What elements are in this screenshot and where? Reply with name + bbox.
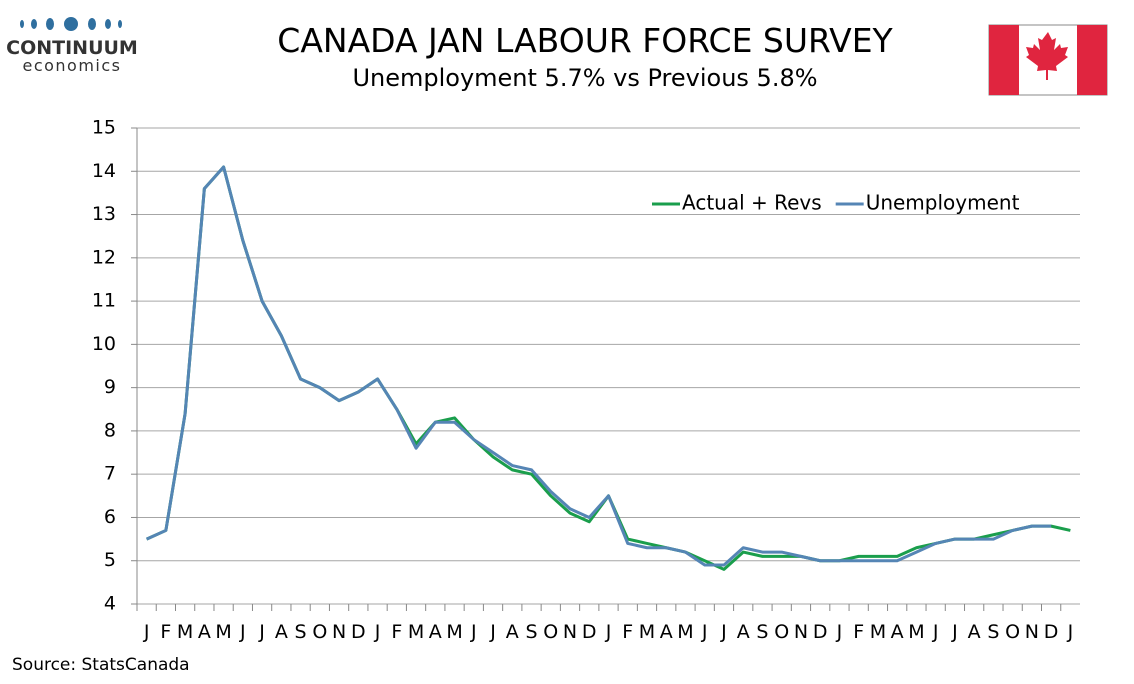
x-tick-label: J [701,621,708,643]
x-tick-label: D [582,621,597,643]
y-tick-label: 13 [92,203,116,225]
x-tick-label: N [1025,621,1039,643]
x-tick-label: O [774,621,789,643]
y-tick-label: 9 [104,376,116,398]
x-tick-label: A [891,621,904,643]
chart-subtitle: Unemployment 5.7% vs Previous 5.8% [352,64,817,92]
x-tick-label: S [987,621,999,643]
x-tick-label: J [239,621,246,643]
data-line [146,165,1071,571]
source-note: Source: StatsCanada [12,655,190,675]
x-tick-label: J [258,621,265,643]
x-tick-label: N [794,621,808,643]
x-tick-label: O [1005,621,1020,643]
x-tick-label: A [968,621,981,643]
x-tick-label: M [639,621,655,643]
logo-tagline: economics [22,56,121,75]
x-tick-label: J [489,621,496,643]
x-tick-label: S [295,621,307,643]
x-tick-label: S [525,621,537,643]
logo-name: CONTINUUM [6,37,138,59]
x-tick-label: J [951,621,958,643]
x-tick-label: A [429,621,442,643]
x-tick-label: M [446,621,462,643]
y-tick-label: 14 [92,160,116,182]
data-line [146,165,1052,567]
x-tick-label: A [275,621,288,643]
x-tick-label: D [351,621,366,643]
flag [988,24,1108,96]
x-tick-label: N [332,621,346,643]
y-tick-label: 10 [92,333,116,355]
x-tick-label: J [932,621,939,643]
x-tick-label: O [543,621,558,643]
x-tick-label: M [677,621,693,643]
y-tick-label: 6 [104,506,116,528]
x-tick-label: J [470,621,477,643]
x-tick-label: J [836,621,843,643]
x-tick-label: F [391,621,402,643]
chart-title: CANADA JAN LABOUR FORCE SURVEY [277,21,893,60]
y-tick-label: 7 [104,463,116,485]
y-tick-label: 4 [104,593,116,615]
x-tick-label: M [215,621,231,643]
x-tick-label: M [870,621,886,643]
x-tick-label: M [908,621,924,643]
y-tick-label: 8 [104,419,116,441]
x-tick-label: S [756,621,768,643]
x-tick-label: F [853,621,864,643]
y-tick-label: 12 [92,246,116,268]
x-tick-label: J [720,621,727,643]
x-tick-label: A [660,621,673,643]
x-tick-label: M [408,621,424,643]
legend-label: Actual + Revs [682,191,822,215]
logo-dots [20,17,122,31]
x-tick-label: F [160,621,171,643]
x-tick-label: M [177,621,193,643]
y-tick-label: 15 [92,117,116,139]
y-tick-label: 5 [104,549,116,571]
x-tick-label: J [605,621,612,643]
x-tick-label: D [813,621,828,643]
x-tick-label: J [143,621,150,643]
x-tick-label: A [198,621,211,643]
x-tick-label: A [506,621,519,643]
x-tick-label: J [1067,621,1074,643]
legend-label: Unemployment [866,191,1020,215]
x-tick-label: A [737,621,750,643]
y-tick-label: 11 [92,290,116,312]
x-tick-label: N [563,621,577,643]
x-tick-label: O [312,621,327,643]
x-tick-label: D [1044,621,1059,643]
x-tick-label: J [374,621,381,643]
x-tick-label: F [622,621,633,643]
